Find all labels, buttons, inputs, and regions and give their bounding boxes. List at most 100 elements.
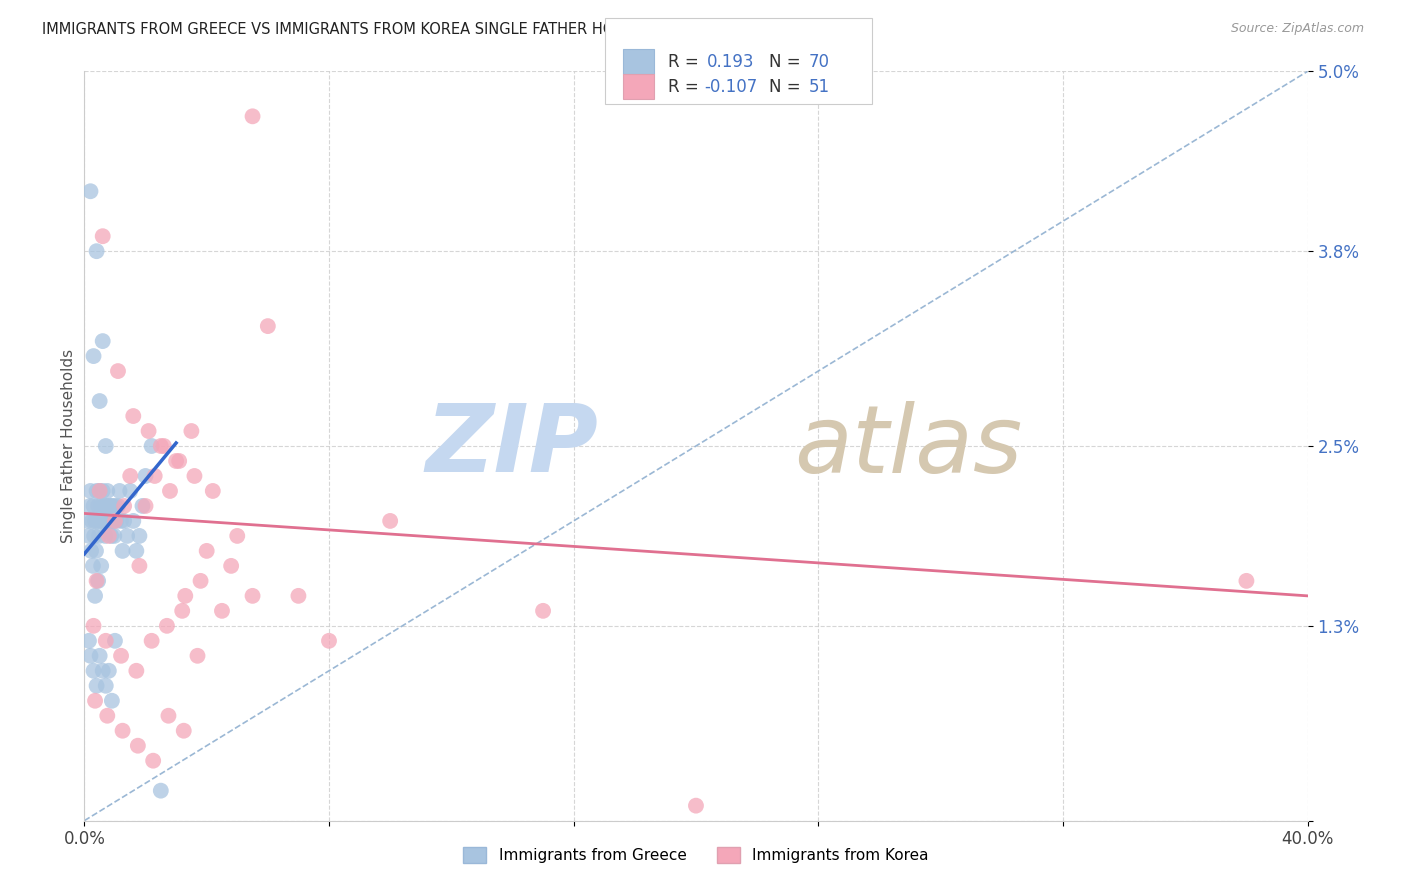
Point [257, 319, 280, 334]
Point [87, 499, 110, 513]
Point [128, 529, 150, 543]
Point [174, 589, 197, 603]
Text: atlas: atlas [794, 401, 1022, 491]
Text: -0.107: -0.107 [704, 78, 758, 95]
Point [96, 483, 118, 498]
Point [98, 499, 121, 513]
Point [84, 589, 107, 603]
Point [142, 754, 165, 768]
Point [96, 514, 118, 528]
Point [685, 798, 707, 813]
Point [94, 439, 117, 453]
Point [127, 739, 149, 753]
Point [531, 604, 554, 618]
Point [91, 229, 114, 244]
Point [83, 529, 105, 543]
Text: N =: N = [769, 53, 800, 70]
Point [219, 558, 242, 573]
Point [153, 439, 176, 453]
Point [111, 544, 134, 558]
Point [115, 529, 138, 543]
Point [89, 483, 111, 498]
Point [89, 394, 111, 409]
Y-axis label: Single Father Households: Single Father Households [60, 349, 76, 543]
Point [79, 499, 101, 513]
Point [91, 483, 114, 498]
Point [94, 529, 117, 543]
Point [190, 574, 212, 588]
Point [110, 648, 132, 663]
Point [100, 529, 122, 543]
Point [97, 529, 120, 543]
Point [141, 439, 163, 453]
Point [93, 499, 115, 513]
Point [104, 514, 127, 528]
Point [105, 514, 128, 528]
Point [103, 529, 125, 543]
Point [101, 694, 124, 708]
Point [1236, 574, 1258, 588]
Point [122, 409, 145, 423]
Text: N =: N = [769, 78, 800, 95]
Text: 70: 70 [808, 53, 830, 70]
Point [89, 483, 111, 498]
Point [104, 499, 127, 513]
Point [120, 483, 142, 498]
Point [90, 499, 112, 513]
Point [82, 558, 104, 573]
Text: ZIP: ZIP [425, 400, 598, 492]
Point [83, 499, 105, 513]
Point [318, 633, 340, 648]
Point [143, 469, 166, 483]
Point [83, 664, 105, 678]
Point [84, 544, 107, 558]
Point [91, 514, 114, 528]
Point [83, 349, 105, 363]
Point [87, 529, 110, 543]
Point [96, 708, 118, 723]
Point [86, 574, 108, 588]
Point [80, 514, 103, 528]
Text: Source: ZipAtlas.com: Source: ZipAtlas.com [1230, 22, 1364, 36]
Point [91, 334, 114, 348]
Point [125, 664, 148, 678]
Point [80, 544, 103, 558]
Point [183, 469, 205, 483]
Point [97, 514, 120, 528]
Point [83, 619, 105, 633]
Point [90, 558, 112, 573]
Point [101, 514, 124, 528]
Point [159, 483, 181, 498]
Point [86, 483, 108, 498]
Point [120, 469, 142, 483]
Point [172, 604, 194, 618]
Point [110, 514, 132, 528]
Point [94, 499, 117, 513]
Point [98, 514, 121, 528]
Point [97, 664, 120, 678]
Point [242, 109, 264, 123]
Point [87, 574, 110, 588]
Point [156, 619, 179, 633]
Point [89, 648, 111, 663]
Point [380, 514, 402, 528]
Point [77, 633, 100, 648]
Point [107, 364, 129, 378]
Point [138, 424, 160, 438]
Point [107, 499, 129, 513]
Point [84, 514, 107, 528]
Point [94, 633, 117, 648]
Text: R =: R = [668, 78, 699, 95]
Point [149, 783, 172, 797]
Point [226, 529, 249, 543]
Point [149, 439, 172, 453]
Point [141, 633, 163, 648]
Point [94, 679, 117, 693]
Text: 0.193: 0.193 [707, 53, 755, 70]
Point [180, 424, 202, 438]
Point [211, 604, 233, 618]
Point [135, 499, 157, 513]
Point [287, 589, 309, 603]
Point [186, 648, 208, 663]
Point [103, 514, 125, 528]
